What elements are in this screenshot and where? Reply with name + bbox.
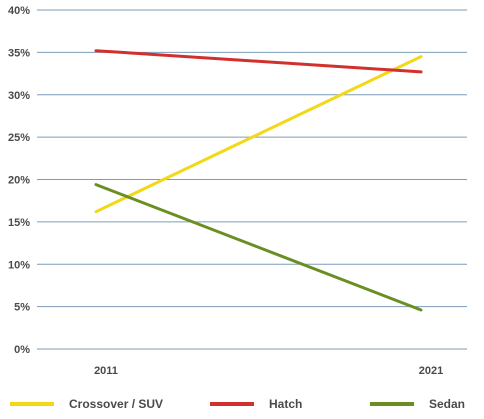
legend: Crossover / SUV Hatch Sedan [10,397,465,411]
y-tick-label: 25% [8,132,30,144]
series-line-2 [94,183,423,312]
series-line-0 [94,55,423,214]
x-tick-label: 2011 [94,365,118,377]
y-tick-label: 15% [8,217,30,229]
legend-item: Hatch [210,397,302,411]
legend-item: Crossover / SUV [10,397,163,411]
series-line-1 [94,49,423,74]
y-tick-label: 0% [14,344,30,356]
y-tick-label: 20% [8,175,30,187]
x-axis: 2011 2021 [94,365,443,377]
x-tick-label: 2021 [419,365,443,377]
y-tick-label: 10% [8,259,30,271]
series-lines [94,49,423,312]
legend-label: Hatch [269,397,302,411]
y-tick-label: 40% [8,5,30,17]
y-tick-label: 35% [8,47,30,59]
legend-item: Sedan [370,397,465,411]
legend-label: Crossover / SUV [69,397,163,411]
y-axis: 0% 5% 10% 15% 20% 25% 30% 35% 40% [8,5,30,356]
y-tick-label: 5% [14,302,30,314]
y-tick-label: 30% [8,90,30,102]
legend-label: Sedan [429,397,465,411]
